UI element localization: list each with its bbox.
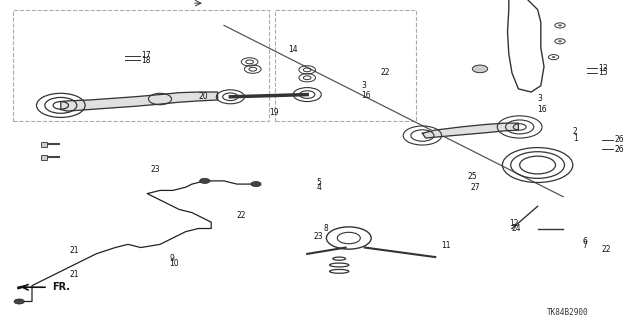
Text: 26: 26 [614,135,624,144]
Text: 1: 1 [573,134,577,143]
Text: 7: 7 [582,241,588,250]
Text: 16: 16 [362,91,371,100]
FancyBboxPatch shape [41,155,47,160]
Text: 13: 13 [598,64,608,73]
Text: TK84B2900: TK84B2900 [547,308,589,317]
FancyBboxPatch shape [41,142,47,147]
Text: 21: 21 [69,246,79,255]
Circle shape [14,299,24,304]
Text: FR.: FR. [52,282,70,292]
Text: 22: 22 [381,69,390,78]
Text: 25: 25 [467,172,477,181]
Text: 12: 12 [509,219,518,228]
Polygon shape [422,123,518,138]
Text: 3: 3 [538,94,543,103]
Text: 22: 22 [237,211,246,220]
Text: 14: 14 [288,45,298,54]
Text: 23: 23 [314,232,323,241]
Text: 3: 3 [362,81,367,90]
Text: 16: 16 [538,105,547,114]
Text: 10: 10 [170,259,179,268]
Polygon shape [18,286,26,289]
Text: 15: 15 [598,69,608,78]
Text: 26: 26 [614,145,624,154]
Text: 5: 5 [317,178,322,187]
Text: 4: 4 [317,183,322,192]
Text: 6: 6 [582,237,588,246]
Polygon shape [61,92,218,111]
Circle shape [200,178,210,183]
Circle shape [472,65,488,73]
Text: 18: 18 [141,56,150,65]
Text: 9: 9 [170,254,175,263]
Text: 2: 2 [573,127,577,136]
Text: 19: 19 [269,108,278,117]
Text: 21: 21 [69,270,79,279]
Text: 20: 20 [198,92,208,101]
Text: 11: 11 [442,241,451,250]
Text: 8: 8 [323,224,328,233]
Circle shape [558,25,562,26]
Circle shape [558,40,562,42]
Circle shape [251,182,261,187]
Text: 23: 23 [150,165,160,174]
Text: 17: 17 [141,51,150,60]
Text: 22: 22 [602,245,611,254]
Text: 27: 27 [470,183,480,192]
Text: 24: 24 [512,224,522,233]
Circle shape [552,56,556,58]
